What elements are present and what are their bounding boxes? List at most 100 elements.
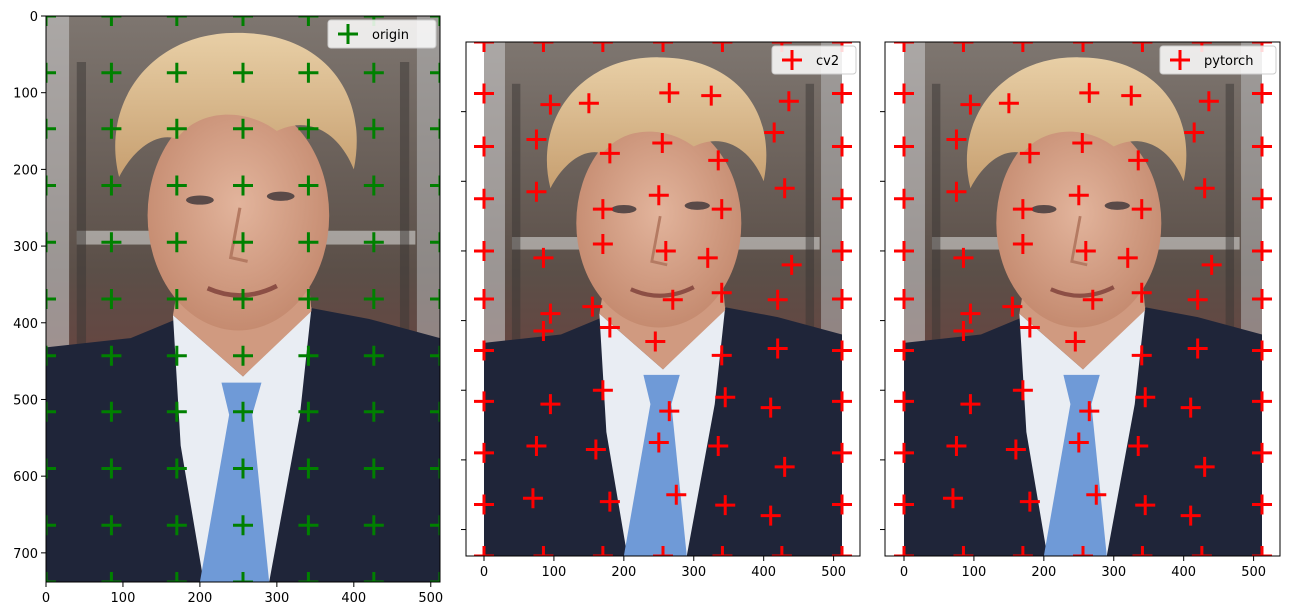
- pytorch-point-marker: [1012, 42, 1033, 52]
- pytorch-x-tick-label: 100: [962, 565, 987, 580]
- pytorch-point-marker: [1252, 546, 1272, 556]
- cv2-point-marker: [474, 289, 494, 309]
- pytorch-point-marker: [946, 181, 967, 202]
- cv2-point-marker: [774, 456, 795, 477]
- cv2-point-marker: [540, 303, 561, 324]
- origin-point-marker: [363, 289, 384, 309]
- origin-point-marker: [298, 572, 319, 582]
- origin-y-tick-label: 100: [13, 87, 38, 102]
- cv2-x-tick-label: 500: [821, 565, 846, 580]
- pytorch-point-marker: [894, 391, 914, 412]
- origin-point-marker: [430, 401, 440, 422]
- cv2-x-tick-label: 300: [681, 565, 706, 580]
- cv2-point-marker: [474, 442, 494, 463]
- cv2-point-marker: [771, 546, 792, 556]
- cv2-point-marker: [767, 338, 788, 359]
- origin-y-tick-label: 700: [13, 547, 38, 562]
- cv2-point-marker: [599, 317, 620, 338]
- cv2-point-marker: [474, 136, 494, 157]
- cv2-point-marker: [767, 289, 788, 310]
- pytorch-point-marker: [1065, 331, 1086, 352]
- cv2-point-marker: [474, 83, 494, 104]
- pytorch-point-marker: [946, 435, 967, 456]
- origin-point-marker: [298, 289, 319, 309]
- cv2-point-marker: [764, 122, 785, 143]
- pytorch-point-marker: [1191, 546, 1212, 556]
- origin-point-marker: [46, 458, 56, 479]
- cv2-point-marker: [526, 181, 547, 202]
- cv2-point-marker: [585, 439, 606, 460]
- pytorch-point-marker: [960, 94, 981, 115]
- cv2-point-marker: [474, 546, 494, 556]
- pytorch-point-marker: [946, 129, 967, 150]
- origin-point-marker: [233, 345, 253, 366]
- origin-x-tick-label: 100: [111, 591, 136, 606]
- pytorch-axes-frame: [884, 41, 1281, 557]
- origin-point-marker: [233, 458, 253, 479]
- origin-point-marker: [298, 62, 319, 83]
- origin-x-tick-label: 0: [42, 591, 50, 606]
- origin-point-marker: [363, 175, 384, 196]
- cv2-point-marker: [832, 240, 852, 261]
- origin-point-marker: [166, 175, 187, 196]
- cv2-x-tick-label: 100: [542, 565, 567, 580]
- origin-y-tick-label: 600: [13, 470, 38, 485]
- origin-point-marker: [298, 401, 319, 422]
- origin-point-marker: [46, 401, 56, 422]
- pytorch-point-marker: [1128, 435, 1149, 456]
- cv2-point-marker: [592, 233, 613, 254]
- origin-point-marker: [363, 401, 384, 422]
- origin-point-marker: [363, 458, 384, 479]
- cv2-point-marker: [712, 42, 733, 52]
- origin-point-marker: [430, 118, 440, 139]
- cv2-point-marker: [522, 488, 543, 509]
- origin-point-marker: [233, 16, 253, 26]
- origin-point-marker: [233, 175, 253, 196]
- cv2-point-marker: [781, 254, 802, 275]
- pytorch-point-marker: [1073, 546, 1093, 556]
- origin-point-marker: [101, 401, 122, 422]
- pytorch-point-marker: [1012, 199, 1033, 220]
- pytorch-point-marker: [1252, 83, 1272, 104]
- origin-point-marker: [46, 175, 56, 196]
- pytorch-point-marker: [1131, 199, 1152, 220]
- pytorch-point-marker: [1068, 432, 1089, 453]
- origin-point-marker: [298, 515, 319, 536]
- cv2-point-marker: [582, 296, 603, 317]
- origin-legend-label: origin: [372, 28, 409, 43]
- cv2-point-marker: [832, 83, 852, 104]
- cv2-point-marker: [645, 331, 666, 352]
- cv2-point-marker: [653, 42, 673, 52]
- pytorch-point-marker: [1079, 82, 1100, 103]
- pytorch-point-marker: [1252, 136, 1272, 157]
- cv2-point-marker: [712, 546, 733, 556]
- origin-point-marker: [233, 515, 253, 536]
- pytorch-point-marker: [1135, 495, 1156, 516]
- origin-legend-marker: [338, 24, 358, 44]
- pytorch-point-marker: [1252, 442, 1272, 463]
- cv2-point-marker: [832, 188, 852, 209]
- origin-point-marker: [298, 232, 319, 253]
- cv2-markers: [474, 42, 852, 556]
- origin-point-marker: [233, 401, 253, 422]
- origin-point-marker: [430, 289, 440, 309]
- cv2-point-marker: [711, 199, 732, 220]
- pytorch-point-marker: [894, 546, 914, 556]
- cv2-legend-marker: [782, 50, 802, 70]
- pytorch-point-marker: [1252, 494, 1272, 515]
- origin-point-marker: [363, 118, 384, 139]
- pytorch-point-marker: [894, 494, 914, 515]
- pytorch-point-marker: [1180, 397, 1201, 418]
- pytorch-point-marker: [953, 247, 974, 268]
- cv2-point-marker: [474, 340, 494, 361]
- cv2-point-marker: [832, 391, 852, 412]
- cv2-point-marker: [832, 289, 852, 309]
- origin-point-marker: [233, 118, 253, 139]
- pytorch-point-marker: [1135, 387, 1156, 408]
- origin-markers: [46, 16, 440, 582]
- pytorch-point-marker: [1086, 484, 1107, 505]
- pytorch-point-marker: [953, 42, 974, 52]
- cv2-point-marker: [526, 435, 547, 456]
- origin-point-marker: [166, 458, 187, 479]
- pytorch-point-marker: [1201, 254, 1222, 275]
